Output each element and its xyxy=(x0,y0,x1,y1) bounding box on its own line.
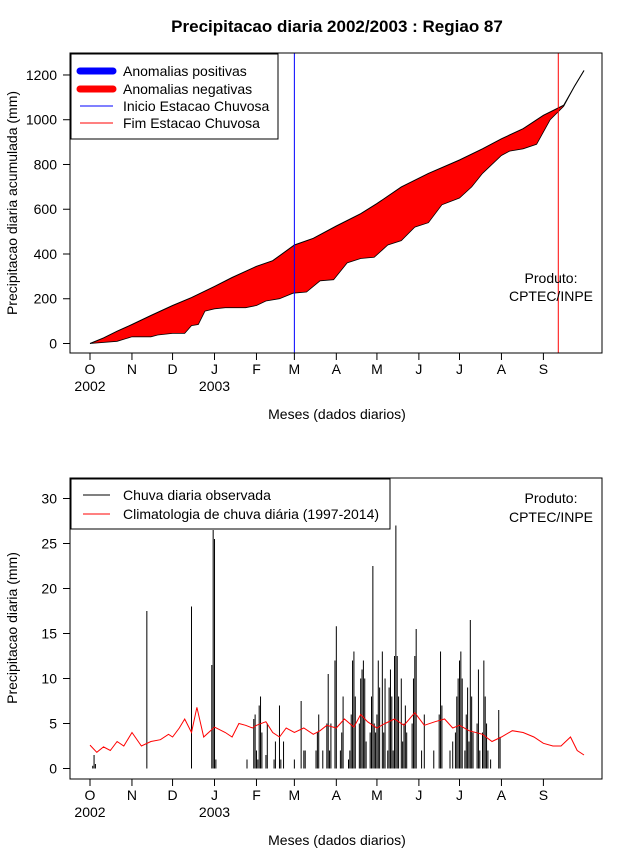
top-plot-area xyxy=(89,53,585,353)
top-y-tick-label: 1200 xyxy=(26,67,57,83)
daily-climatology-line xyxy=(89,707,585,756)
bottom-month-label: N xyxy=(127,787,137,803)
bottom-legend: Chuva diaria observada Climatologia de c… xyxy=(70,478,391,530)
top-month-label: N xyxy=(127,361,137,377)
bottom-year-label: 2003 xyxy=(199,804,230,820)
bottom-month-label: S xyxy=(539,787,548,803)
top-month-label: F xyxy=(252,361,261,377)
top-chart-title: Precipitacao diaria 2002/2003 : Regiao 8… xyxy=(171,17,503,36)
top-year-label: 2002 xyxy=(74,378,105,394)
top-y-axis: 0 200 400 600 800 1000 1200 xyxy=(26,67,71,352)
top-month-label: J xyxy=(415,361,422,377)
observed-cumulative-line xyxy=(89,70,585,344)
top-annotation-line1: Produto: xyxy=(525,270,578,286)
bottom-month-label: M xyxy=(371,787,383,803)
bottom-month-label: J xyxy=(211,787,218,803)
top-month-label: O xyxy=(85,361,96,377)
top-y-axis-label: Precipitacao diaria acumulada (mm) xyxy=(4,91,20,315)
bottom-y-tick-label: 20 xyxy=(41,581,57,597)
bottom-month-label: M xyxy=(289,787,301,803)
legend-label-negative: Anomalias negativas xyxy=(123,81,252,97)
top-annotation-line2: CPTEC/INPE xyxy=(509,288,593,304)
top-month-label: A xyxy=(497,361,507,377)
climatology-cumulative-line xyxy=(89,70,585,344)
top-legend: Anomalias positivas Anomalias negativas … xyxy=(70,53,279,140)
bottom-month-label: J xyxy=(415,787,422,803)
top-month-label: A xyxy=(332,361,342,377)
bottom-y-tick-label: 25 xyxy=(41,536,57,552)
top-y-tick-label: 600 xyxy=(34,201,58,217)
bottom-month-label: F xyxy=(252,787,261,803)
top-month-label: J xyxy=(211,361,218,377)
legend-label-observed: Chuva diaria observada xyxy=(123,487,271,503)
top-y-tick-label: 200 xyxy=(34,291,58,307)
bottom-y-tick-label: 10 xyxy=(41,671,57,687)
legend-label-onset: Inicio Estacao Chuvosa xyxy=(123,98,270,114)
bottom-y-axis-label: Precipitacao diaria (mm) xyxy=(4,552,20,704)
bottom-y-axis: 0 5 10 15 20 25 30 xyxy=(41,491,71,777)
legend-label-climatology: Climatologia de chuva diária (1997-2014) xyxy=(123,506,379,522)
bottom-y-tick-label: 5 xyxy=(49,716,57,732)
bottom-y-tick-label: 15 xyxy=(41,626,57,642)
top-month-label: J xyxy=(456,361,463,377)
top-month-label: S xyxy=(539,361,548,377)
top-y-tick-label: 1000 xyxy=(26,112,57,128)
top-x-axis: O N D J F M A M J J A S 2002 2003 xyxy=(74,352,548,394)
bottom-x-axis: O N D J F M A M J J A S 2002 2003 xyxy=(74,778,548,820)
top-month-label: D xyxy=(167,361,177,377)
bottom-legend-box xyxy=(70,478,391,530)
top-x-axis-label: Meses (dados diarios) xyxy=(268,406,406,422)
bottom-month-label: D xyxy=(167,787,177,803)
top-y-tick-label: 800 xyxy=(34,156,58,172)
top-month-label: M xyxy=(289,361,301,377)
legend-label-end: Fim Estacao Chuvosa xyxy=(123,115,260,131)
bottom-x-axis-label: Meses (dados diarios) xyxy=(268,832,406,848)
bottom-annotation-line1: Produto: xyxy=(525,490,578,506)
bottom-month-label: A xyxy=(497,787,507,803)
bottom-year-label: 2002 xyxy=(74,804,105,820)
bottom-y-tick-label: 0 xyxy=(49,761,57,777)
bottom-annotation-line2: CPTEC/INPE xyxy=(509,509,593,525)
bottom-y-tick-label: 30 xyxy=(41,491,57,507)
bottom-month-label: J xyxy=(456,787,463,803)
top-y-tick-label: 400 xyxy=(34,246,58,262)
bottom-month-label: A xyxy=(332,787,342,803)
legend-label-positive: Anomalias positivas xyxy=(123,63,247,79)
top-month-label: M xyxy=(371,361,383,377)
top-year-label: 2003 xyxy=(199,378,230,394)
top-y-tick-label: 0 xyxy=(49,336,57,352)
bottom-plot-area xyxy=(89,525,585,769)
bottom-month-label: O xyxy=(85,787,96,803)
